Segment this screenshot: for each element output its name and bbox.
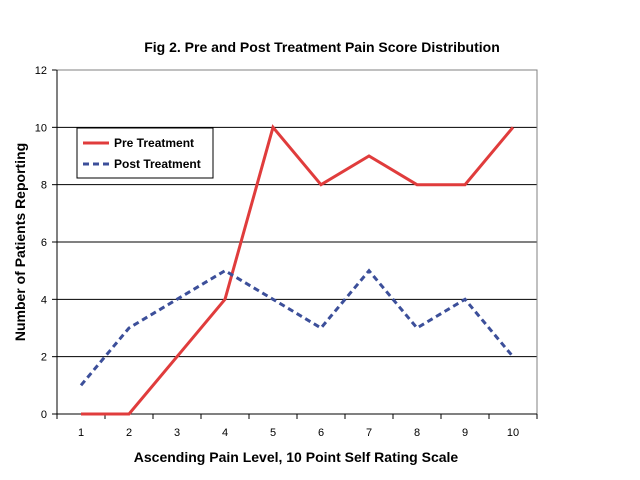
legend: Pre Treatment Post Treatment xyxy=(76,127,214,179)
y-tick-label: 8 xyxy=(41,180,47,192)
chart-title: Fig 2. Pre and Post Treatment Pain Score… xyxy=(144,39,500,55)
x-tick-label: 3 xyxy=(174,427,180,439)
x-tick-label: 4 xyxy=(222,427,228,439)
x-axis-title: Ascending Pain Level, 10 Point Self Rati… xyxy=(134,449,459,465)
y-tick-label: 10 xyxy=(35,122,47,134)
legend-label-2: Post Treatment xyxy=(114,157,201,171)
x-tick-label: 9 xyxy=(462,427,468,439)
series-line-1 xyxy=(81,124,515,416)
y-tick-label: 12 xyxy=(35,65,47,77)
y-tick-label: 6 xyxy=(41,237,47,249)
y-tick-label: 0 xyxy=(41,409,47,421)
x-tick-label: 1 xyxy=(78,427,84,439)
legend-box xyxy=(76,127,214,179)
series-line-2 xyxy=(79,268,515,387)
x-tick-label: 2 xyxy=(126,427,132,439)
x-tick-label: 10 xyxy=(507,427,519,439)
y-tick-label: 2 xyxy=(41,352,47,364)
x-tick-label: 5 xyxy=(270,427,276,439)
y-tick-label: 4 xyxy=(41,294,47,306)
x-tick-label: 7 xyxy=(366,427,372,439)
y-axis-title: Number of Patients Reporting xyxy=(12,143,28,341)
legend-label-1: Pre Treatment xyxy=(114,136,194,150)
x-tick-label: 8 xyxy=(414,427,420,439)
x-tick-label: 6 xyxy=(318,427,324,439)
